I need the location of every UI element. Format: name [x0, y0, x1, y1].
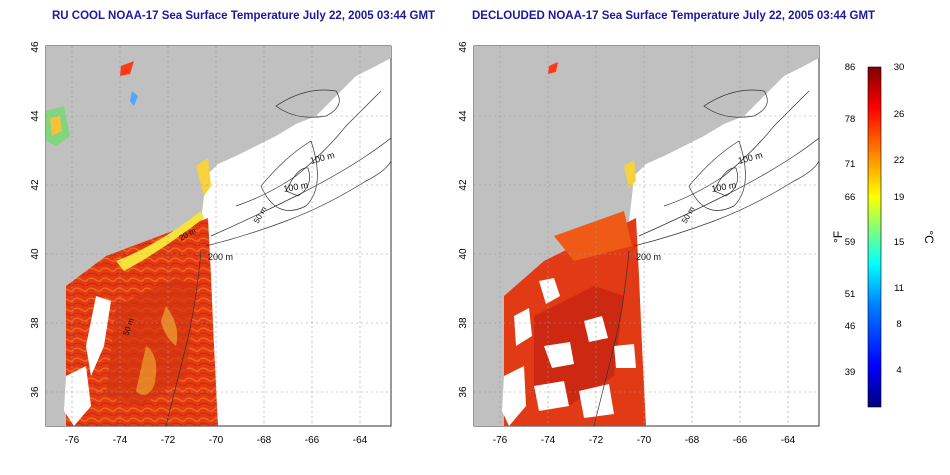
lon-axis-left: -76 -74 -72 -70 -68 -66 -64: [65, 435, 368, 446]
fahrenheit-tick: 66: [845, 192, 856, 203]
celsius-tick: 22: [894, 155, 905, 166]
lat-tick: 44: [30, 110, 41, 122]
lat-tick: 36: [30, 386, 41, 398]
lon-tick: -66: [305, 435, 320, 446]
lon-tick: -64: [353, 435, 368, 446]
celsius-tick: 11: [894, 283, 904, 294]
celsius-tick: 4: [896, 365, 901, 376]
lat-tick: 42: [30, 179, 41, 191]
fahrenheit-tick: 71: [845, 159, 856, 170]
lon-axis-right: -76 -74 -72 -70 -68 -66 -64: [493, 435, 796, 446]
lon-tick: -72: [589, 435, 604, 446]
lon-tick: -64: [781, 435, 796, 446]
colorbar: 86 78 71 66 59 51 46 39 30 26 22 19 15 1…: [831, 62, 936, 408]
lon-tick: -70: [637, 435, 652, 446]
lat-tick: 46: [458, 41, 469, 53]
fahrenheit-unit-label: °F: [831, 231, 845, 243]
lon-tick: -72: [161, 435, 176, 446]
fahrenheit-tick: 51: [845, 289, 856, 300]
lon-tick: -76: [65, 435, 80, 446]
fahrenheit-tick: 46: [845, 321, 856, 332]
celsius-tick: 15: [894, 237, 905, 248]
celsius-tick: 26: [894, 109, 905, 120]
fahrenheit-tick: 59: [845, 237, 856, 248]
lat-tick: 40: [458, 248, 469, 260]
lat-tick: 40: [30, 248, 41, 260]
celsius-tick: 8: [896, 319, 901, 330]
lat-tick: 38: [30, 317, 41, 329]
lat-tick: 44: [458, 110, 469, 122]
map-panel-left: 100 m 100 m 50 m 200 m 20 m 50 m -76 -74…: [30, 41, 392, 446]
lon-tick: -66: [733, 435, 748, 446]
lon-tick: -74: [541, 435, 556, 446]
lon-tick: -68: [685, 435, 700, 446]
contour-label: 100 m: [283, 180, 309, 194]
lon-tick: -74: [113, 435, 128, 446]
lat-axis-right: 36 38 40 42 44 46: [458, 41, 469, 398]
lat-tick: 38: [458, 317, 469, 329]
lat-tick: 46: [30, 41, 41, 53]
lat-tick: 36: [458, 386, 469, 398]
land-mass: [474, 46, 819, 426]
lon-tick: -76: [493, 435, 508, 446]
land-mass: [46, 46, 391, 426]
lon-tick: -70: [209, 435, 224, 446]
lat-tick: 42: [458, 179, 469, 191]
lon-tick: -68: [257, 435, 272, 446]
panel-title-right: DECLOUDED NOAA-17 Sea Surface Temperatur…: [472, 10, 876, 22]
fahrenheit-tick: 78: [845, 114, 856, 125]
lat-axis-left: 36 38 40 42 44 46: [30, 41, 41, 398]
celsius-tick: 19: [894, 192, 905, 203]
map-panel-right: 100 m 100 m 50 m 200 m -76 -74 -72 -70 -…: [458, 41, 820, 446]
fahrenheit-tick: 39: [845, 367, 856, 378]
panel-title-left: RU COOL NOAA-17 Sea Surface Temperature …: [52, 10, 436, 22]
contour-label: 100 m: [711, 180, 737, 194]
contour-label: 200 m: [636, 252, 661, 262]
celsius-tick: 30: [894, 62, 905, 73]
celsius-unit-label: °C: [922, 230, 936, 244]
contour-label: 200 m: [208, 252, 233, 262]
fahrenheit-tick: 86: [845, 62, 856, 73]
